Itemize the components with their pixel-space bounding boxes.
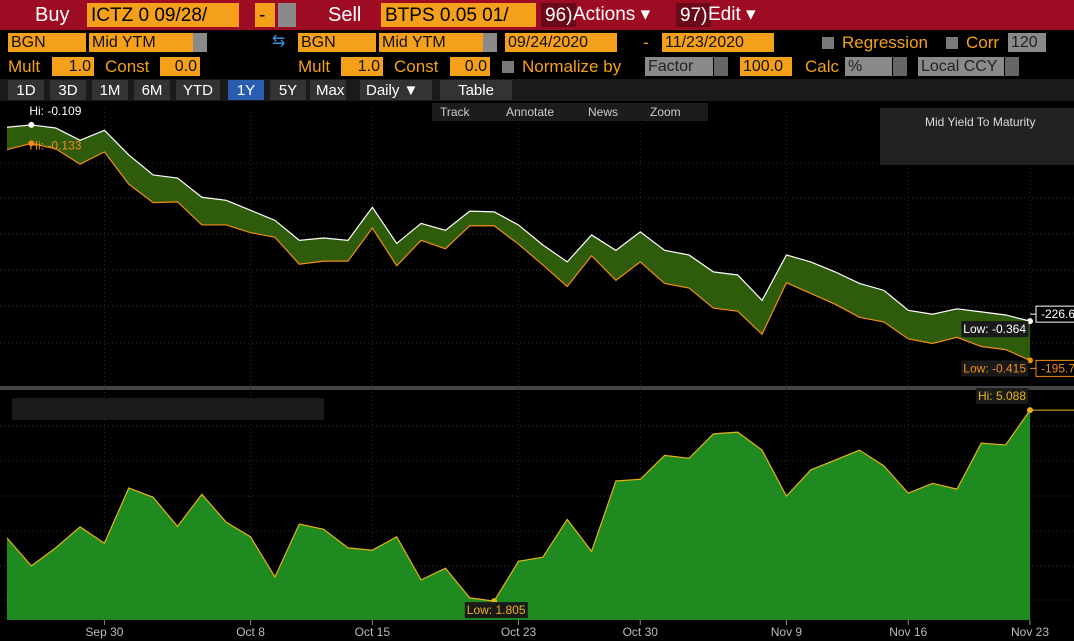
- sell-label: Sell: [328, 4, 362, 26]
- const-input[interactable]: 0.0: [160, 57, 200, 76]
- chart-tool[interactable]: News: [588, 105, 619, 119]
- annotation: Low: -0.415: [963, 361, 1026, 375]
- end-date[interactable]: 11/23/2020: [662, 33, 774, 52]
- low-marker: [1027, 357, 1033, 364]
- side-select[interactable]: -: [255, 3, 275, 27]
- source-field[interactable]: BGN: [8, 33, 86, 52]
- x-tick-label: Nov 16: [889, 625, 927, 639]
- low-marker: [1027, 318, 1033, 325]
- x-tick-label: Nov 23: [1011, 625, 1049, 639]
- frequency-select[interactable]: Daily ▼: [360, 80, 432, 100]
- checkbox[interactable]: [502, 61, 514, 73]
- normalize-select[interactable]: Factor: [645, 57, 713, 76]
- x-tick-label: Oct 15: [355, 625, 391, 639]
- annotation: Low: -0.364: [963, 322, 1026, 336]
- const-input[interactable]: 0.0: [450, 57, 490, 76]
- x-tick-label: Nov 9: [771, 625, 803, 639]
- checkbox[interactable]: [822, 37, 834, 49]
- legend: [12, 398, 324, 420]
- end-label-bg: [1035, 305, 1074, 323]
- legend: [880, 108, 1074, 165]
- chart-tool[interactable]: Zoom: [650, 105, 681, 119]
- edit-menu[interactable]: Edit ▾: [708, 4, 756, 25]
- end-label: -226.6: [1041, 307, 1074, 321]
- chart-tool[interactable]: Annotate: [506, 105, 555, 119]
- calc-label: Calc: [805, 57, 840, 76]
- field-select[interactable]: Mid YTM: [89, 33, 193, 52]
- chart-toolbar: [432, 103, 708, 121]
- actions-menu[interactable]: Actions ▾: [573, 4, 651, 25]
- period-button[interactable]: 3D: [50, 80, 86, 100]
- x-tick-label: Sep 30: [85, 625, 123, 639]
- currency-select[interactable]: Local CCY: [918, 57, 1004, 76]
- security-input[interactable]: BTPS 0.05 01/: [381, 3, 536, 27]
- dropdown-arrow[interactable]: [193, 33, 207, 52]
- pane-divider: [0, 386, 1074, 390]
- const-label: Const: [394, 57, 439, 76]
- hi-marker: [28, 140, 35, 147]
- period-button[interactable]: 1M: [92, 80, 128, 100]
- security-input[interactable]: ICTZ 0 09/28/: [87, 3, 239, 27]
- field-select[interactable]: Mid YTM: [379, 33, 483, 52]
- dropdown-arrow[interactable]: [278, 3, 296, 27]
- annotation-bg: [961, 321, 1029, 338]
- checkbox[interactable]: [946, 37, 958, 49]
- annotation-bg: [975, 388, 1029, 405]
- mult-input[interactable]: 1.0: [341, 57, 383, 76]
- menu-code: 96): [541, 3, 577, 27]
- mult-label: Mult: [298, 57, 331, 76]
- period-button[interactable]: Max: [310, 80, 346, 100]
- annotation: Low: 1.805: [467, 603, 526, 617]
- date-dash: -: [643, 33, 649, 52]
- period-button[interactable]: YTD: [176, 80, 220, 100]
- corr-input[interactable]: 120: [1008, 33, 1046, 52]
- const-label: Const: [105, 57, 150, 76]
- dropdown-arrow[interactable]: [483, 33, 497, 52]
- annotation: Hi: 5.088: [978, 389, 1026, 403]
- hi-marker: [28, 121, 35, 128]
- chart-tool[interactable]: Track: [440, 105, 470, 119]
- menu-code: 97): [676, 3, 712, 27]
- area-fill: [7, 410, 1030, 620]
- buy-label: Buy: [35, 4, 70, 26]
- annotation-bg: [961, 360, 1029, 377]
- x-tick-label: Oct 30: [623, 625, 659, 639]
- dropdown-arrow[interactable]: [714, 57, 728, 76]
- period-button[interactable]: 6M: [134, 80, 170, 100]
- x-tick-label: Oct 8: [236, 625, 265, 639]
- normalize-label: Normalize by: [522, 57, 622, 76]
- table-button[interactable]: Table: [440, 80, 512, 100]
- end-label-bg: [1035, 359, 1074, 377]
- start-date[interactable]: 09/24/2020: [505, 33, 617, 52]
- x-tick-label: Oct 23: [501, 625, 537, 639]
- source-field[interactable]: BGN: [298, 33, 376, 52]
- series-line: [6, 124, 1031, 322]
- period-button[interactable]: 5Y: [270, 80, 306, 100]
- period-button[interactable]: 1D: [8, 80, 44, 100]
- end-label: -195.7: [1041, 361, 1074, 375]
- annotation-bg: [464, 602, 528, 619]
- series-line: [6, 409, 1031, 602]
- swap-icon[interactable]: ⇆: [272, 33, 286, 50]
- mult-label: Mult: [8, 57, 41, 76]
- legend-title: Mid Yield To Maturity: [925, 115, 1036, 129]
- regression-label: Regression: [842, 33, 928, 52]
- corr-label: Corr: [966, 33, 1000, 52]
- dropdown-arrow[interactable]: [1005, 57, 1019, 76]
- calc-select[interactable]: %: [845, 57, 892, 76]
- period-button[interactable]: 1Y: [228, 80, 264, 100]
- period-bar: [0, 79, 1074, 101]
- series-line: [6, 142, 1031, 361]
- factor-input[interactable]: 100.0: [740, 57, 792, 76]
- annotation: Hi: -0.133: [29, 138, 81, 152]
- band-fill: [7, 124, 1030, 361]
- dropdown-arrow[interactable]: [893, 57, 907, 76]
- mult-input[interactable]: 1.0: [52, 57, 94, 76]
- annotation: Hi: -0.109: [29, 104, 81, 118]
